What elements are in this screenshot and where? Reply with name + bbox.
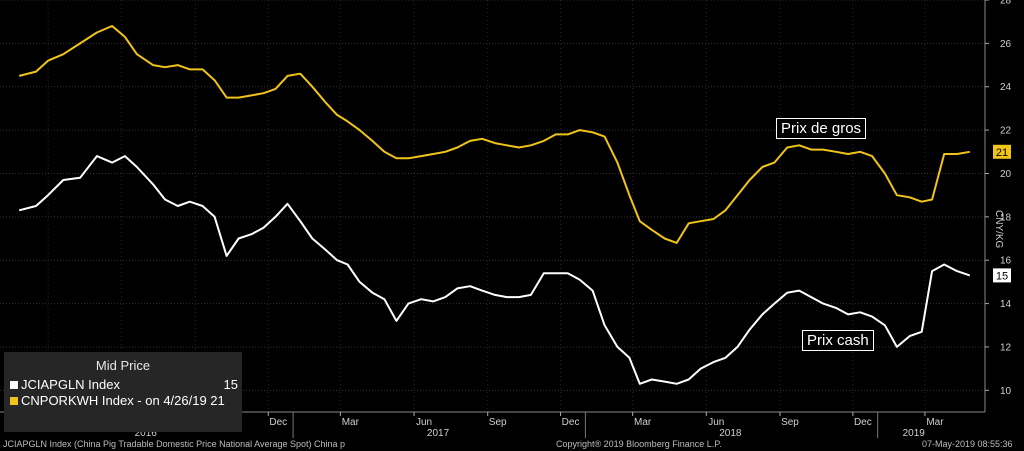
x-tick-label: Dec xyxy=(269,417,287,428)
legend-label: JCIAPGLN Index xyxy=(21,377,120,392)
legend-box: Mid Price JCIAPGLN Index 15 CNPORKWH Ind… xyxy=(4,352,242,432)
last-value-label: 21 xyxy=(996,147,1008,159)
y-tick-label: 16 xyxy=(1000,256,1012,267)
y-tick-label: 24 xyxy=(1000,82,1012,93)
y-axis-label: CNY/KG xyxy=(993,210,1004,249)
x-year-label: 2018 xyxy=(719,428,742,439)
x-tick-label: Dec xyxy=(854,417,872,428)
x-tick-label: Mar xyxy=(634,417,652,428)
legend-title: Mid Price xyxy=(95,358,151,373)
y-tick-label: 28 xyxy=(1000,0,1012,7)
x-tick-label: Jun xyxy=(708,417,724,428)
y-tick-label: 20 xyxy=(1000,169,1012,180)
x-tick-label: Sep xyxy=(781,417,799,428)
footer-timestamp: 07-May-2019 08:55:36 xyxy=(922,439,1013,449)
y-tick-label: 26 xyxy=(1000,39,1012,50)
x-tick-label: Jun xyxy=(416,417,432,428)
x-tick-label: Dec xyxy=(562,417,580,428)
last-value-label: 15 xyxy=(996,270,1008,282)
x-tick-label: Mar xyxy=(926,417,944,428)
x-tick-label: Mar xyxy=(342,417,360,428)
legend-swatch xyxy=(10,397,18,405)
last-value-tags: 21 15 xyxy=(993,144,1011,283)
y-tick-label: 22 xyxy=(1000,126,1012,137)
x-year-label: 2016 xyxy=(135,428,158,439)
last-value-tag xyxy=(993,144,1011,159)
legend-entry: JCIAPGLN Index 15 xyxy=(10,377,238,393)
grid-lines xyxy=(0,0,985,412)
legend-label: CNPORKWH Index - on 4/26/19 21 xyxy=(21,393,225,408)
legend-entry: CNPORKWH Index - on 4/26/19 21 xyxy=(10,393,238,409)
footer-source: JCIAPGLN Index (China Pig Tradable Domes… xyxy=(3,439,346,449)
annotation-prix-cash: Prix cash xyxy=(802,330,874,351)
legend-swatch xyxy=(10,381,18,389)
x-year-label: 2017 xyxy=(427,428,450,439)
last-value-tag xyxy=(993,268,1011,283)
x-tick-label: Sep xyxy=(489,417,507,428)
annotation-prix-de-gros: Prix de gros xyxy=(776,118,867,139)
series-line-cnporkwh xyxy=(18,25,970,244)
y-tick-label: 14 xyxy=(1000,299,1012,310)
legend-value: 15 xyxy=(223,377,238,392)
series-lines xyxy=(18,25,971,385)
y-tick-label: 18 xyxy=(1000,212,1012,223)
y-tick-label: 12 xyxy=(1000,342,1012,353)
series-line-jciapgln xyxy=(18,155,971,385)
y-tick-label: 10 xyxy=(1000,386,1012,397)
footer-copyright: Copyright® 2019 Bloomberg Finance L.P. xyxy=(556,439,722,449)
x-year-label: 2019 xyxy=(903,428,926,439)
